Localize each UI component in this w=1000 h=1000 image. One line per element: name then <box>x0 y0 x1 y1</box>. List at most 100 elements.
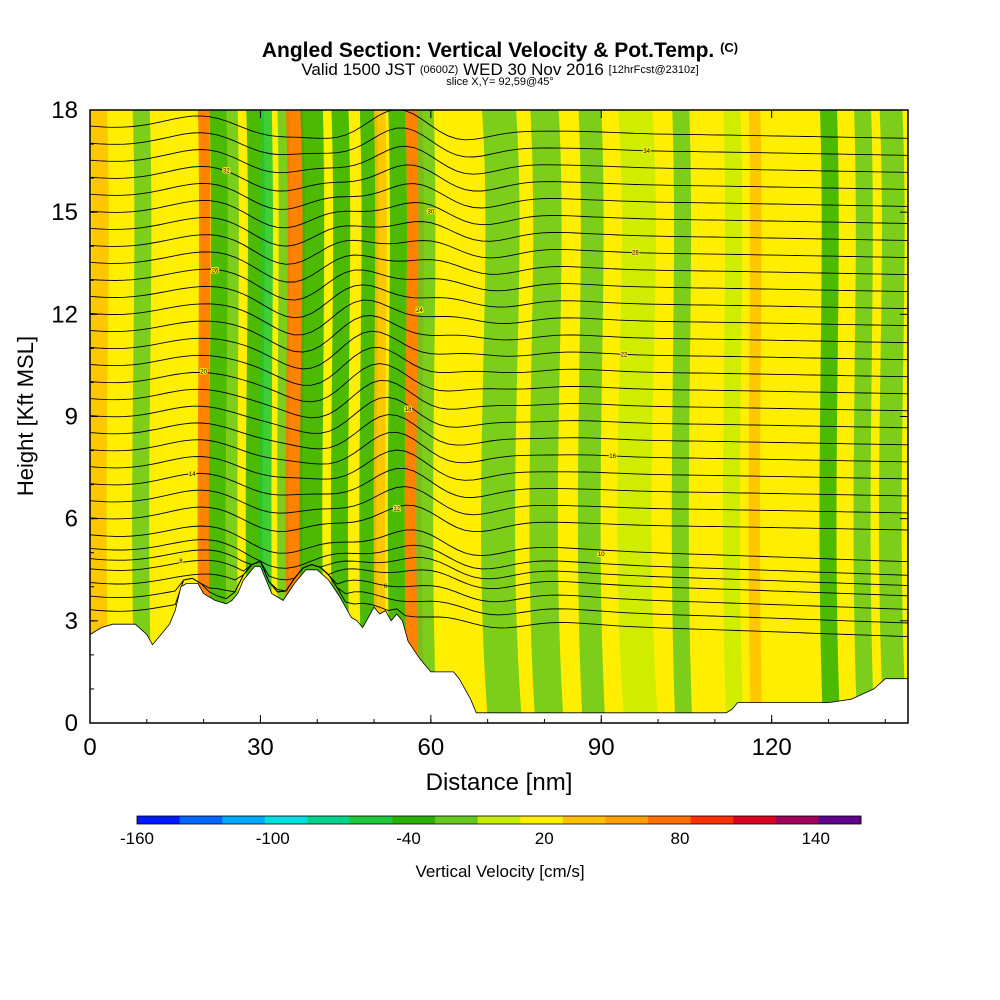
colorbar-swatch <box>648 816 692 824</box>
slice-info: slice X,Y= 92,59@45° <box>446 76 554 88</box>
contour-label: 26 <box>212 268 219 274</box>
colorbar-tick-label: -40 <box>396 829 421 848</box>
velocity-band <box>480 110 523 723</box>
y-tick-label: 9 <box>65 404 78 431</box>
contour-label: 34 <box>643 149 650 155</box>
y-tick-label: 3 <box>65 608 78 635</box>
theta-contour <box>90 559 908 597</box>
velocity-band <box>617 110 659 723</box>
colorbar-swatch <box>690 816 734 824</box>
valid-time-line: Valid 1500 JST (0600Z) WED 30 Nov 2016 [… <box>0 60 1000 80</box>
contour-label: 12 <box>393 507 400 513</box>
velocity-band <box>671 110 693 723</box>
theta-contour <box>90 525 908 563</box>
colorbar-swatch <box>349 816 394 824</box>
velocity-band <box>436 110 450 723</box>
theta-contour <box>90 549 908 587</box>
y-tick-label: 0 <box>65 710 78 737</box>
velocity-band <box>226 110 240 723</box>
velocity-band <box>577 110 606 723</box>
theta-contour <box>90 330 908 370</box>
velocity-band <box>853 110 875 723</box>
colorbar-swatch <box>520 816 564 824</box>
theta-contour <box>90 182 908 210</box>
colorbar-swatch <box>264 816 308 824</box>
velocity-band <box>819 110 840 723</box>
theta-contour <box>90 560 908 610</box>
theta-contour <box>90 268 908 301</box>
colorbar-swatch <box>435 816 479 824</box>
chart-title-text: Angled Section: Vertical Velocity & Pot.… <box>261 39 715 62</box>
valid-utc: (0600Z) <box>419 64 459 76</box>
colorbar-swatch <box>137 816 181 824</box>
y-tick-label: 12 <box>51 301 78 328</box>
colorbar: -160 -100 -40 20 80 140 <box>120 815 862 848</box>
theta-contour <box>90 217 908 247</box>
contour-label: 24 <box>416 308 423 314</box>
theta-contour <box>90 164 908 192</box>
valid-date: WED 30 Nov 2016 <box>463 60 604 79</box>
terrain <box>90 565 908 723</box>
contour-label: 8 <box>179 559 183 565</box>
theta-contour <box>90 299 908 336</box>
theta-contour <box>90 363 908 403</box>
chart-title: Angled Section: Vertical Velocity & Pot.… <box>0 36 1000 63</box>
y-tick-label: 6 <box>65 506 78 533</box>
theta-contour <box>90 486 908 516</box>
colorbar-swatch <box>392 816 436 824</box>
x-tick-label: 30 <box>247 734 274 761</box>
contour-label: 32 <box>223 169 230 175</box>
velocity-band <box>878 110 907 723</box>
velocity-band <box>208 110 230 723</box>
y-axis-label: Height [Kft MSL] <box>13 336 38 496</box>
velocity-band <box>330 110 352 723</box>
theta-contour <box>90 414 908 450</box>
colorbar-label: Vertical Velocity [cm/s] <box>415 862 585 881</box>
x-tick-label: 90 <box>588 734 615 761</box>
velocity-band <box>416 110 437 723</box>
theta-contour <box>90 145 908 175</box>
chart-title-unit: (C) <box>720 40 739 55</box>
contour-label: 18 <box>405 407 412 413</box>
colorbar-tick-label: -100 <box>256 829 290 848</box>
colorbar-tick-label: 80 <box>671 829 690 848</box>
velocity-band <box>387 110 409 723</box>
theta-contour <box>90 467 908 498</box>
colorbar-tick-label: 140 <box>802 829 830 848</box>
colorbar-swatch <box>222 816 266 824</box>
theta-contour <box>90 251 908 283</box>
theta-contour <box>90 449 908 481</box>
contour-label: 6 <box>384 584 388 590</box>
x-tick-label: 0 <box>83 734 96 761</box>
colorbar-swatch <box>477 816 521 824</box>
colorbar-swatch <box>775 816 819 824</box>
theta-contour <box>90 431 908 465</box>
theta-contour <box>90 234 908 265</box>
theta-contour <box>90 504 908 533</box>
colorbar-swatch <box>179 816 223 824</box>
contour-label: 30 <box>427 210 434 216</box>
x-tick-label: 60 <box>417 734 444 761</box>
theta-contour <box>90 110 908 141</box>
contour-label: 28 <box>632 251 639 257</box>
colorbar-tick-label: -160 <box>120 829 154 848</box>
colorbar-swatch <box>307 816 351 824</box>
theta-contour <box>90 127 908 158</box>
theta-contour <box>90 200 908 229</box>
x-tick-label: 120 <box>752 734 792 761</box>
velocity-band <box>163 110 178 723</box>
y-tick-label: 15 <box>51 199 78 226</box>
colorbar-swatch <box>562 816 606 824</box>
contour-label: 14 <box>189 472 196 478</box>
theta-contour <box>90 347 908 386</box>
theta-contour <box>90 560 908 624</box>
forecast-info: [12hrFcst@2310z] <box>608 64 699 76</box>
velocity-band <box>722 110 744 723</box>
theta-contour <box>90 560 908 638</box>
theta-contour <box>90 396 908 434</box>
axes: 0 30 60 90 120 0 3 6 9 12 15 18 <box>51 97 908 761</box>
colorbar-swatch <box>605 816 649 824</box>
theta-contour <box>90 284 908 319</box>
y-tick-label: 18 <box>51 97 78 124</box>
